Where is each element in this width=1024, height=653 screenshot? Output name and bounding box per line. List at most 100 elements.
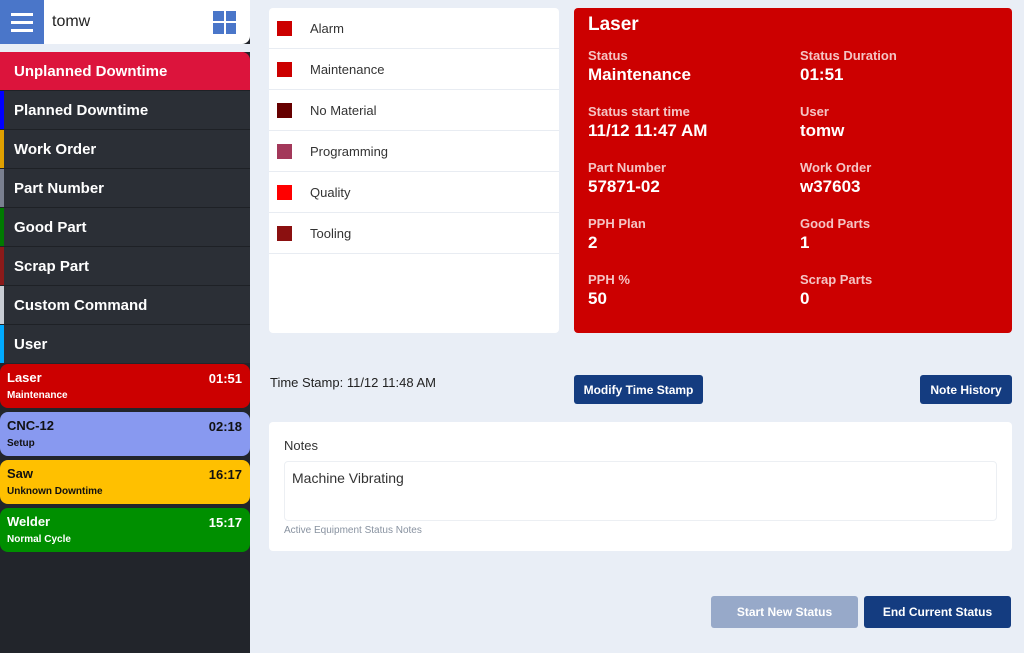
detail-field: Good Parts 1 bbox=[800, 216, 1012, 253]
sidebar-command-good-part[interactable]: Good Part bbox=[0, 207, 250, 246]
sidebar-command-custom-command[interactable]: Custom Command bbox=[0, 285, 250, 324]
sidebar-command-user[interactable]: User bbox=[0, 324, 250, 363]
field-value: Maintenance bbox=[588, 65, 691, 84]
sidebar-command-planned-downtime[interactable]: Planned Downtime bbox=[0, 90, 250, 129]
command-label: User bbox=[14, 336, 48, 353]
command-label: Custom Command bbox=[14, 297, 148, 314]
notes-hint: Active Equipment Status Notes bbox=[284, 525, 422, 536]
equipment-card[interactable]: Welder 15:17 Normal Cycle bbox=[0, 508, 250, 552]
equipment-name: Welder bbox=[7, 514, 51, 529]
sidebar: tomw Unplanned Downtime Planned Downtime… bbox=[0, 0, 250, 653]
field-value: w37603 bbox=[800, 177, 861, 196]
equipment-time: 16:17 bbox=[208, 467, 242, 482]
color-stripe bbox=[0, 286, 4, 324]
sidebar-command-scrap-part[interactable]: Scrap Part bbox=[0, 246, 250, 285]
equipment-name: CNC-12 bbox=[7, 418, 54, 433]
detail-field: Scrap Parts 0 bbox=[800, 272, 1012, 309]
equipment-status: Normal Cycle bbox=[7, 534, 71, 545]
color-stripe bbox=[0, 247, 4, 285]
equipment-time: 01:51 bbox=[208, 371, 242, 386]
status-option[interactable]: Maintenance bbox=[269, 49, 559, 90]
field-value: 0 bbox=[800, 289, 810, 308]
equipment-time: 15:17 bbox=[208, 515, 242, 530]
modify-time-stamp-button[interactable]: Modify Time Stamp bbox=[574, 375, 703, 404]
status-option-label: No Material bbox=[310, 102, 377, 118]
equipment-card[interactable]: CNC-12 02:18 Setup bbox=[0, 412, 250, 456]
field-label: Part Number bbox=[588, 160, 667, 175]
equipment-status: Unknown Downtime bbox=[7, 486, 103, 497]
status-option-label: Programming bbox=[310, 143, 389, 159]
field-value: 1 bbox=[800, 233, 810, 252]
field-label: Status Duration bbox=[800, 48, 897, 63]
equipment-name: Saw bbox=[7, 466, 34, 481]
grid-view-icon[interactable] bbox=[213, 10, 236, 34]
field-label: Status bbox=[588, 48, 628, 63]
field-label: Work Order bbox=[800, 160, 872, 175]
status-option-label: Maintenance bbox=[310, 61, 385, 77]
field-label: PPH % bbox=[588, 272, 630, 287]
color-stripe bbox=[0, 325, 4, 363]
color-stripe bbox=[0, 169, 4, 207]
notes-textarea[interactable]: Machine Vibrating bbox=[284, 461, 997, 521]
command-label: Part Number bbox=[14, 180, 105, 197]
status-option[interactable]: Programming bbox=[269, 131, 559, 172]
field-value: tomw bbox=[800, 121, 845, 140]
status-option[interactable]: Quality bbox=[269, 172, 559, 213]
equipment-status: Maintenance bbox=[7, 390, 68, 401]
status-option[interactable]: Tooling bbox=[269, 213, 559, 254]
start-new-status-button[interactable]: Start New Status bbox=[711, 596, 858, 628]
field-value: 2 bbox=[588, 233, 598, 252]
color-swatch bbox=[277, 143, 292, 159]
top-bar: tomw bbox=[0, 0, 250, 44]
field-value: 50 bbox=[588, 289, 607, 308]
color-swatch bbox=[277, 61, 292, 77]
command-label: Scrap Part bbox=[14, 258, 90, 275]
detail-field: Part Number 57871-02 bbox=[588, 160, 800, 197]
detail-field: PPH Plan 2 bbox=[588, 216, 800, 253]
detail-field: Work Order w37603 bbox=[800, 160, 1012, 197]
status-option[interactable]: No Material bbox=[269, 90, 559, 131]
color-swatch bbox=[277, 225, 292, 241]
command-label: Planned Downtime bbox=[14, 102, 149, 119]
status-option-label: Alarm bbox=[310, 20, 344, 36]
hamburger-menu-icon[interactable] bbox=[0, 0, 44, 44]
status-option[interactable]: Alarm bbox=[269, 8, 559, 49]
time-stamp: Time Stamp: 11/12 11:48 AM bbox=[270, 375, 436, 390]
status-option-label: Quality bbox=[310, 184, 351, 200]
unplanned-downtime-button[interactable]: Unplanned Downtime bbox=[0, 52, 250, 90]
color-swatch bbox=[277, 20, 292, 36]
field-label: Good Parts bbox=[800, 216, 871, 231]
detail-field: User tomw bbox=[800, 104, 1012, 141]
equipment-detail-card: Laser Status Maintenance Status Duration 01… bbox=[574, 8, 1012, 333]
field-value: 57871-02 bbox=[588, 177, 660, 196]
note-history-button[interactable]: Note History bbox=[920, 375, 1012, 404]
color-stripe bbox=[0, 208, 4, 246]
sidebar-command-work-order[interactable]: Work Order bbox=[0, 129, 250, 168]
time-stamp-label: Time Stamp: bbox=[270, 375, 344, 390]
equipment-title: Laser bbox=[588, 14, 639, 35]
detail-field: Status Duration 01:51 bbox=[800, 48, 1012, 85]
color-swatch bbox=[277, 102, 292, 118]
detail-field: Status Maintenance bbox=[588, 48, 800, 85]
notes-panel: Notes Machine Vibrating Active Equipment… bbox=[269, 422, 1012, 551]
color-swatch bbox=[277, 184, 292, 200]
color-stripe bbox=[0, 91, 4, 129]
field-label: Scrap Parts bbox=[800, 272, 873, 287]
equipment-name: Laser bbox=[7, 370, 42, 385]
equipment-card[interactable]: Saw 16:17 Unknown Downtime bbox=[0, 460, 250, 504]
sidebar-command-part-number[interactable]: Part Number bbox=[0, 168, 250, 207]
equipment-time: 02:18 bbox=[208, 419, 242, 434]
status-option-label: Tooling bbox=[310, 225, 352, 241]
user-name: tomw bbox=[52, 13, 91, 30]
time-stamp-value: 11/12 11:48 AM bbox=[346, 375, 436, 390]
command-label: Good Part bbox=[14, 219, 87, 236]
field-value: 11/12 11:47 AM bbox=[588, 121, 708, 140]
detail-field: PPH % 50 bbox=[588, 272, 800, 309]
status-legend: Alarm Maintenance No Material Programming Qu… bbox=[269, 8, 559, 333]
field-label: PPH Plan bbox=[588, 216, 646, 231]
end-current-status-button[interactable]: End Current Status bbox=[864, 596, 1011, 628]
command-label: Work Order bbox=[14, 141, 97, 158]
equipment-card[interactable]: Laser 01:51 Maintenance bbox=[0, 364, 250, 408]
field-value: 01:51 bbox=[800, 65, 844, 84]
field-label: User bbox=[800, 104, 829, 119]
